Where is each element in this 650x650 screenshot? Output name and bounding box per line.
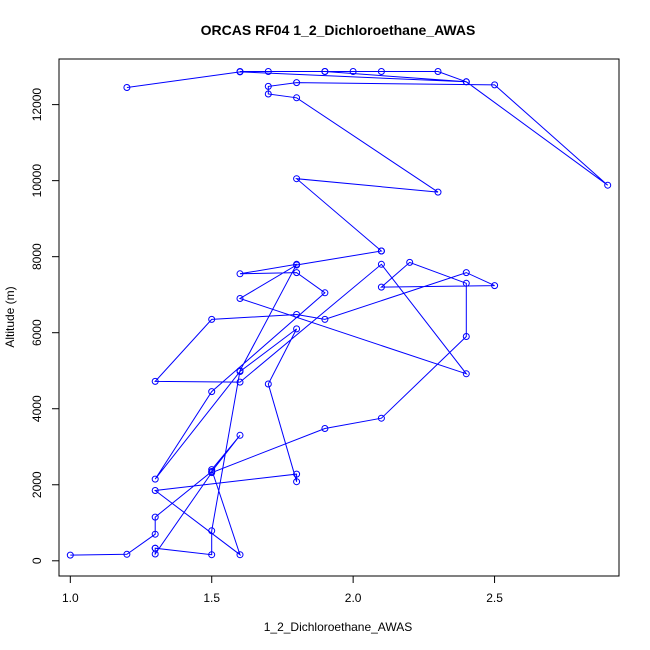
data-point	[236, 68, 244, 76]
data-point	[236, 431, 244, 439]
x-axis-label: 1_2_Dichloroethane_AWAS	[264, 620, 413, 634]
data-point	[66, 551, 74, 559]
data-point	[293, 478, 301, 486]
data-point	[321, 289, 329, 297]
data-point	[236, 295, 244, 302]
data-point	[491, 81, 499, 89]
data-point	[491, 282, 499, 290]
data-point	[462, 279, 470, 287]
data-point	[264, 68, 272, 75]
x-tick-label: 1.5	[203, 591, 220, 605]
data-point	[151, 487, 159, 494]
y-tick-label: 10000	[30, 164, 44, 198]
data-point	[321, 425, 329, 432]
y-axis-label: Altitude (m)	[3, 286, 17, 347]
data-point	[293, 311, 301, 318]
y-tick-label: 8000	[30, 243, 44, 270]
chart-title: ORCAS RF04 1_2_Dichloroethane_AWAS	[201, 22, 476, 38]
data-point	[293, 325, 301, 333]
data-point	[151, 475, 159, 483]
data-point	[236, 378, 244, 386]
data-point	[377, 247, 385, 255]
y-tick-label: 12000	[30, 88, 44, 122]
data-point	[293, 175, 301, 183]
data-point	[377, 283, 385, 291]
data-point	[236, 551, 244, 559]
y-tick-label: 2000	[30, 471, 44, 498]
data-point	[434, 68, 442, 75]
series-line	[70, 71, 609, 557]
data-point	[293, 470, 301, 478]
data-point	[349, 68, 357, 75]
data-point	[208, 466, 216, 474]
data-point	[434, 188, 442, 196]
plot-frame	[58, 58, 620, 577]
data-point	[208, 551, 216, 559]
x-tick-label: 2.0	[345, 591, 362, 605]
data-point	[151, 513, 159, 521]
data-point	[208, 388, 216, 396]
y-axis: 0 2000 4000 6000 8000 10000 12000	[30, 88, 60, 564]
data-point	[264, 82, 272, 90]
data-point	[208, 469, 216, 477]
data-point	[208, 527, 216, 535]
x-axis: 1.0 1.5 2.0 2.5	[62, 575, 503, 605]
data-point	[151, 550, 159, 558]
data-point	[264, 90, 272, 98]
data-point	[293, 79, 301, 87]
data-point	[377, 260, 385, 268]
y-tick-label: 6000	[30, 319, 44, 346]
data-point	[321, 315, 329, 323]
y-tick-label: 0	[30, 557, 44, 564]
data-point	[462, 78, 470, 86]
data-point	[406, 258, 414, 266]
data-point	[321, 68, 329, 75]
x-tick-label: 2.5	[486, 591, 503, 605]
data-point	[377, 414, 385, 422]
data-point	[123, 550, 131, 558]
data-point	[151, 377, 159, 385]
series-layer	[66, 68, 612, 559]
data-point	[462, 333, 470, 340]
data-point	[293, 269, 301, 277]
data-point	[236, 367, 244, 375]
data-point	[151, 530, 159, 538]
x-tick-label: 1.0	[62, 591, 79, 605]
data-point	[604, 181, 612, 189]
data-point	[123, 84, 131, 91]
data-point	[293, 94, 301, 102]
data-point	[462, 269, 470, 277]
data-point	[236, 270, 244, 278]
data-point	[377, 68, 385, 75]
y-tick-label: 4000	[30, 395, 44, 422]
data-point	[208, 315, 216, 323]
data-point	[293, 261, 301, 269]
data-point	[462, 370, 470, 378]
data-point	[264, 380, 272, 388]
